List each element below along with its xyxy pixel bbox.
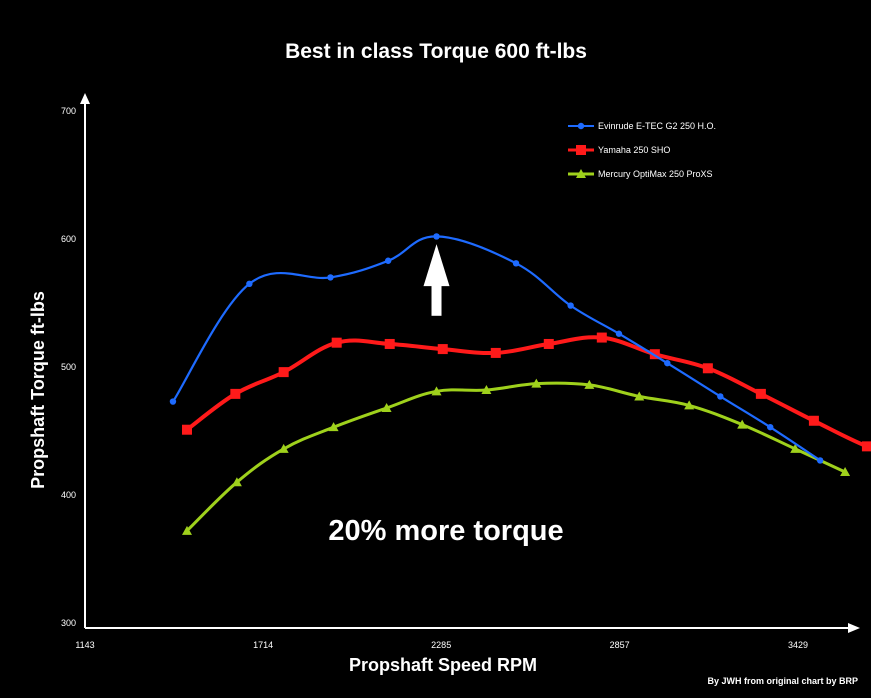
x-tick-label: 2285 [431,640,451,650]
y-axis-arrowhead [80,93,90,104]
data-point [230,388,241,399]
data-point [384,257,392,264]
data-point [755,388,766,399]
data-point [181,525,192,535]
series-circle-line-group [169,233,824,464]
chart-title: Best in class Torque 600 ft-lbs [285,40,587,63]
data-point [431,386,442,396]
data-point [328,422,339,432]
legend-label: Mercury OptiMax 250 ProXS [598,169,713,179]
data-point [278,443,289,453]
data-point [737,419,748,429]
data-point [543,338,554,349]
legend: Evinrude E-TEC G2 250 H.O. Yamaha 250 SHO… [568,121,716,179]
data-point [634,391,645,401]
x-axis-label: Propshaft Speed RPM [349,655,537,675]
data-point [567,302,574,309]
data-point [490,347,501,358]
x-tick-label: 1143 [75,640,94,650]
data-point [437,344,448,355]
data-point [702,363,713,374]
torque-annotation: 20% more torque [328,515,563,547]
y-axis-label: Propshaft Torque ft-lbs [28,291,48,489]
legend-swatch-marker [576,169,586,178]
data-point [596,332,607,343]
data-point [684,400,695,410]
data-point [615,330,623,337]
legend-swatch-marker [577,122,585,130]
data-point [531,378,542,388]
data-point [381,402,392,412]
data-point [481,385,492,395]
data-point [181,424,192,435]
y-tick-label: 600 [61,234,76,244]
data-point [327,274,334,281]
peak-arrow-annotation [423,244,450,316]
data-point [231,477,242,487]
legend-label: Evinrude E-TEC G2 250 H.O. [598,121,716,131]
data-point [664,359,671,367]
x-tick-label: 2857 [610,640,630,650]
data-point [384,338,395,349]
data-point [433,233,440,240]
x-axis-arrowhead [848,623,860,633]
data-point [169,398,177,405]
data-point [767,423,774,431]
series-layer [169,233,871,535]
y-tick-label: 400 [61,490,76,500]
y-tick-label: 300 [61,618,76,628]
data-point [512,260,520,267]
legend-label: Yamaha 250 SHO [598,145,670,155]
y-tick-labels: 300 400 500 600 700 [61,106,76,628]
data-point [331,337,342,348]
legend-swatch-marker [576,145,586,155]
x-tick-labels: 1143 1714 2285 2857 3429 [75,640,808,650]
data-point [808,415,819,426]
arrow-head [423,244,450,287]
data-point [584,379,595,389]
axes [80,93,860,633]
data-point [816,457,824,464]
data-point [717,393,724,400]
data-point [840,466,851,476]
y-tick-label: 700 [61,106,76,116]
credit-text: By JWH from original chart by BRP [707,676,858,686]
series-triangle-line-group [181,378,851,535]
x-tick-label: 1714 [253,640,273,650]
y-tick-label: 500 [61,362,76,372]
data-point [861,441,871,452]
data-point [790,443,801,453]
series-line [185,381,847,533]
data-point [246,280,253,287]
x-tick-label: 3429 [788,640,808,650]
data-point [278,367,289,378]
arrow-shaft [431,284,442,316]
